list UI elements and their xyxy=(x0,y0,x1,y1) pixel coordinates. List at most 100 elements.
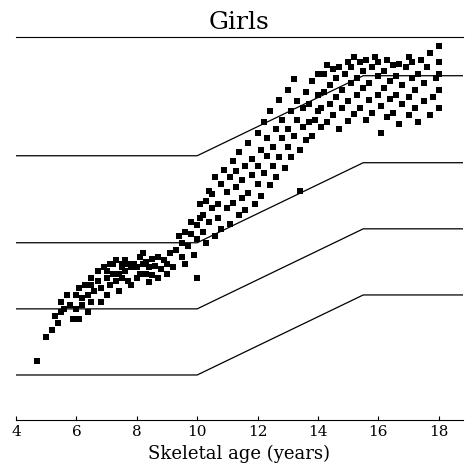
Point xyxy=(57,309,65,316)
Point xyxy=(429,93,437,100)
Point xyxy=(139,249,146,257)
Point xyxy=(420,98,428,105)
Point xyxy=(205,218,213,226)
Point xyxy=(163,270,171,278)
Point xyxy=(435,105,443,112)
Point xyxy=(163,260,171,267)
Point xyxy=(344,117,352,125)
Point xyxy=(272,126,280,133)
Point xyxy=(218,225,225,233)
Point xyxy=(76,316,83,323)
Point xyxy=(239,194,246,201)
Point xyxy=(305,118,313,126)
Point xyxy=(211,232,219,239)
Point xyxy=(426,111,433,119)
Point xyxy=(266,181,273,189)
Point xyxy=(435,86,443,93)
Point xyxy=(335,126,343,133)
Point xyxy=(317,123,325,130)
Point xyxy=(178,239,186,246)
Point xyxy=(387,77,394,84)
Point xyxy=(344,98,352,105)
Point xyxy=(181,260,189,267)
Point xyxy=(402,63,410,71)
Point xyxy=(139,260,146,267)
Point xyxy=(390,62,397,69)
Point xyxy=(363,56,370,64)
Point xyxy=(317,105,325,112)
Point xyxy=(85,291,92,299)
Point xyxy=(335,63,343,71)
Point xyxy=(202,239,210,246)
Point xyxy=(363,116,370,123)
Point xyxy=(323,62,331,69)
Point xyxy=(272,173,280,181)
Point xyxy=(220,166,228,173)
Point xyxy=(124,260,131,267)
Point xyxy=(73,291,80,299)
Point xyxy=(374,91,382,98)
Point xyxy=(257,146,264,154)
Title: Girls: Girls xyxy=(209,11,270,34)
Point xyxy=(302,137,310,144)
Point xyxy=(299,123,307,130)
Point xyxy=(211,173,219,181)
Point xyxy=(160,256,168,264)
Point xyxy=(127,264,135,271)
Point xyxy=(70,316,77,323)
Point xyxy=(359,84,367,91)
Point xyxy=(293,98,301,105)
Point xyxy=(396,121,403,128)
Point xyxy=(193,274,201,282)
Point xyxy=(103,274,110,282)
Point xyxy=(383,114,391,121)
Point xyxy=(347,63,355,71)
Point xyxy=(284,144,292,151)
Point xyxy=(106,260,113,267)
Point xyxy=(175,232,183,239)
Point xyxy=(420,79,428,86)
Point xyxy=(311,116,319,123)
Point xyxy=(187,230,195,237)
Point xyxy=(392,72,400,80)
Point xyxy=(378,130,385,137)
Point xyxy=(341,70,349,77)
Point xyxy=(202,197,210,205)
Point xyxy=(405,111,412,119)
Point xyxy=(399,100,406,107)
Point xyxy=(97,284,104,292)
Point xyxy=(52,312,59,319)
Point xyxy=(329,111,337,119)
Point xyxy=(338,86,346,93)
Point xyxy=(356,105,364,112)
Point xyxy=(435,42,443,50)
Point xyxy=(320,70,328,77)
Point xyxy=(124,277,131,285)
Point xyxy=(82,281,89,288)
Point xyxy=(314,107,322,114)
X-axis label: Skeletal age (years): Skeletal age (years) xyxy=(148,445,330,463)
Point xyxy=(308,77,316,84)
Point xyxy=(109,270,117,278)
Point xyxy=(88,281,95,288)
Point xyxy=(390,109,397,117)
Point xyxy=(248,155,255,163)
Point xyxy=(145,264,153,271)
Point xyxy=(257,192,264,200)
Point xyxy=(103,291,110,299)
Point xyxy=(106,281,113,288)
Point xyxy=(338,105,346,112)
Point xyxy=(374,72,382,80)
Point xyxy=(417,56,424,64)
Point xyxy=(118,274,126,282)
Point xyxy=(323,118,331,126)
Point xyxy=(181,228,189,236)
Point xyxy=(236,148,243,156)
Point xyxy=(251,201,258,208)
Point xyxy=(79,301,86,309)
Point xyxy=(263,135,270,142)
Point xyxy=(79,295,86,302)
Point xyxy=(368,63,376,71)
Point xyxy=(88,274,95,282)
Point xyxy=(290,75,298,83)
